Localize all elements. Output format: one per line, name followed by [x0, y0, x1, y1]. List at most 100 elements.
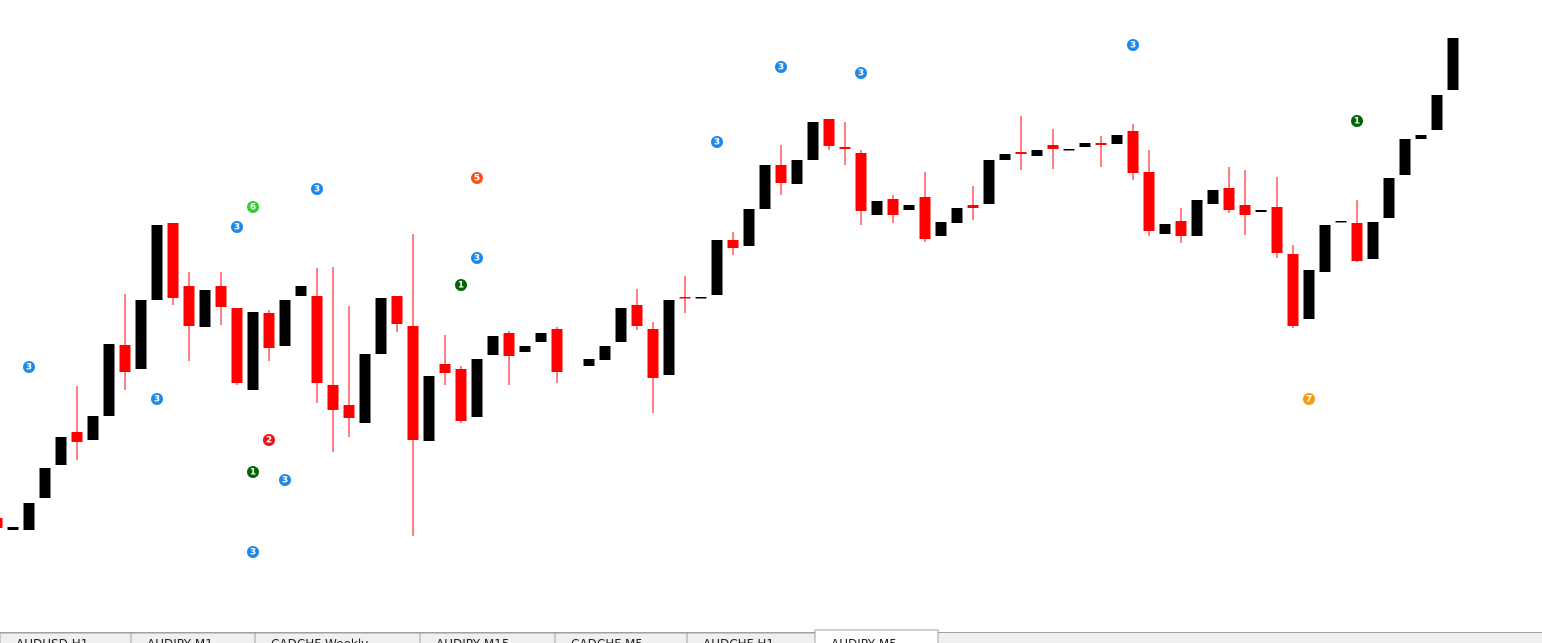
tab-label[interactable]: CADCHF,Weekly: [271, 637, 368, 643]
candle-body: [1079, 143, 1091, 147]
candle-body: [711, 240, 723, 295]
candle-body: [551, 329, 563, 372]
tab-label[interactable]: AUDJPY,M1: [147, 637, 213, 643]
candle-body: [775, 165, 787, 183]
marker-dot: [311, 183, 323, 195]
signal-marker: 2: [263, 434, 275, 446]
candle-body: [487, 336, 499, 355]
candle-body: [807, 122, 819, 160]
signal-marker: 3: [855, 67, 867, 79]
marker-label: 3: [154, 395, 160, 405]
candle-body: [1351, 223, 1363, 261]
candle-body: [1031, 150, 1043, 156]
candle-body: [471, 359, 483, 417]
candle-body: [1143, 172, 1155, 231]
marker-dot: [263, 434, 275, 446]
candle-body: [599, 346, 611, 360]
candle-body: [999, 154, 1011, 160]
marker-dot: [855, 67, 867, 79]
candle-body: [183, 286, 195, 326]
candle-body: [407, 326, 419, 440]
signal-marker: 3: [711, 136, 723, 148]
candle-body: [1383, 178, 1395, 218]
candle-body: [727, 240, 739, 248]
candle-body: [1127, 131, 1139, 173]
marker-label: 3: [474, 254, 480, 264]
candle-body: [311, 296, 323, 383]
tab-label[interactable]: CADCHF,M5: [571, 637, 643, 643]
marker-label: 3: [314, 185, 320, 195]
marker-dot: [279, 474, 291, 486]
candle-body: [1303, 270, 1315, 319]
tab-label[interactable]: AUDCHF,H1: [703, 637, 774, 643]
marker-dot: [151, 393, 163, 405]
candle-body: [1271, 207, 1283, 253]
candle-body: [55, 437, 67, 465]
candle-body: [279, 300, 291, 346]
tab-active[interactable]: [814, 629, 939, 643]
candles: [0, 38, 1459, 536]
candle-body: [199, 290, 211, 327]
candle-body: [439, 364, 451, 373]
marker-label: 5: [474, 174, 480, 184]
candle-body: [1111, 135, 1123, 144]
candle-body: [247, 312, 259, 390]
candle-body: [1447, 38, 1459, 90]
candle-body: [503, 333, 515, 356]
candle-body: [1367, 222, 1379, 259]
marker-dot: [471, 252, 483, 264]
candle-body: [1063, 149, 1075, 151]
marker-label: 3: [26, 363, 32, 373]
candle-body: [663, 300, 675, 375]
candle-body: [87, 416, 99, 440]
marker-label: 3: [1130, 41, 1136, 51]
candle-body: [7, 527, 19, 530]
tab-label[interactable]: AUDUSD,H1: [16, 637, 88, 643]
candle-body: [263, 313, 275, 348]
tab-bar: AUDUSD,H1 AUDJPY,M1 CADCHF,Weekly AUDJPY,M1…: [0, 629, 1542, 643]
candle-body: [1431, 95, 1443, 130]
marker-dot: [455, 279, 467, 291]
candle-body: [631, 305, 643, 326]
marker-dot: [1127, 39, 1139, 51]
candle-body: [535, 333, 547, 342]
marker-label: 3: [250, 548, 256, 558]
tab-label[interactable]: AUDJPY,M5: [831, 637, 897, 643]
candle-body: [359, 354, 371, 423]
candle-body: [935, 222, 947, 236]
candle-body: [583, 359, 595, 366]
signal-marker: 6: [247, 201, 259, 213]
candle-body: [151, 225, 163, 300]
marker-dot: [247, 546, 259, 558]
signal-marker: 1: [455, 279, 467, 291]
candle-body: [343, 405, 355, 418]
candle-body: [71, 432, 83, 442]
signal-marker: 3: [151, 393, 163, 405]
marker-dot: [247, 201, 259, 213]
candle-body: [215, 286, 227, 307]
candle-body: [1047, 145, 1059, 149]
marker-label: 1: [250, 468, 256, 478]
candle-body: [823, 119, 835, 146]
signal-marker: 1: [1351, 115, 1363, 127]
candle-body: [1399, 139, 1411, 175]
marker-label: 3: [234, 223, 240, 233]
marker-dot: [23, 361, 35, 373]
marker-label: 3: [858, 69, 864, 79]
candle-body: [647, 329, 659, 378]
candle-body: [119, 345, 131, 372]
candle-body: [375, 298, 387, 354]
candle-body: [167, 223, 179, 298]
signal-marker: 3: [1127, 39, 1139, 51]
signal-marker: 3: [311, 183, 323, 195]
signal-marker: 1: [247, 466, 259, 478]
candle-body: [1175, 221, 1187, 236]
candle-body: [903, 205, 915, 210]
marker-dot: [231, 221, 243, 233]
tab-label[interactable]: AUDJPY,M15: [436, 637, 510, 643]
candle-body: [1095, 143, 1107, 145]
candle-body: [423, 376, 435, 441]
marker-label: 3: [778, 63, 784, 73]
